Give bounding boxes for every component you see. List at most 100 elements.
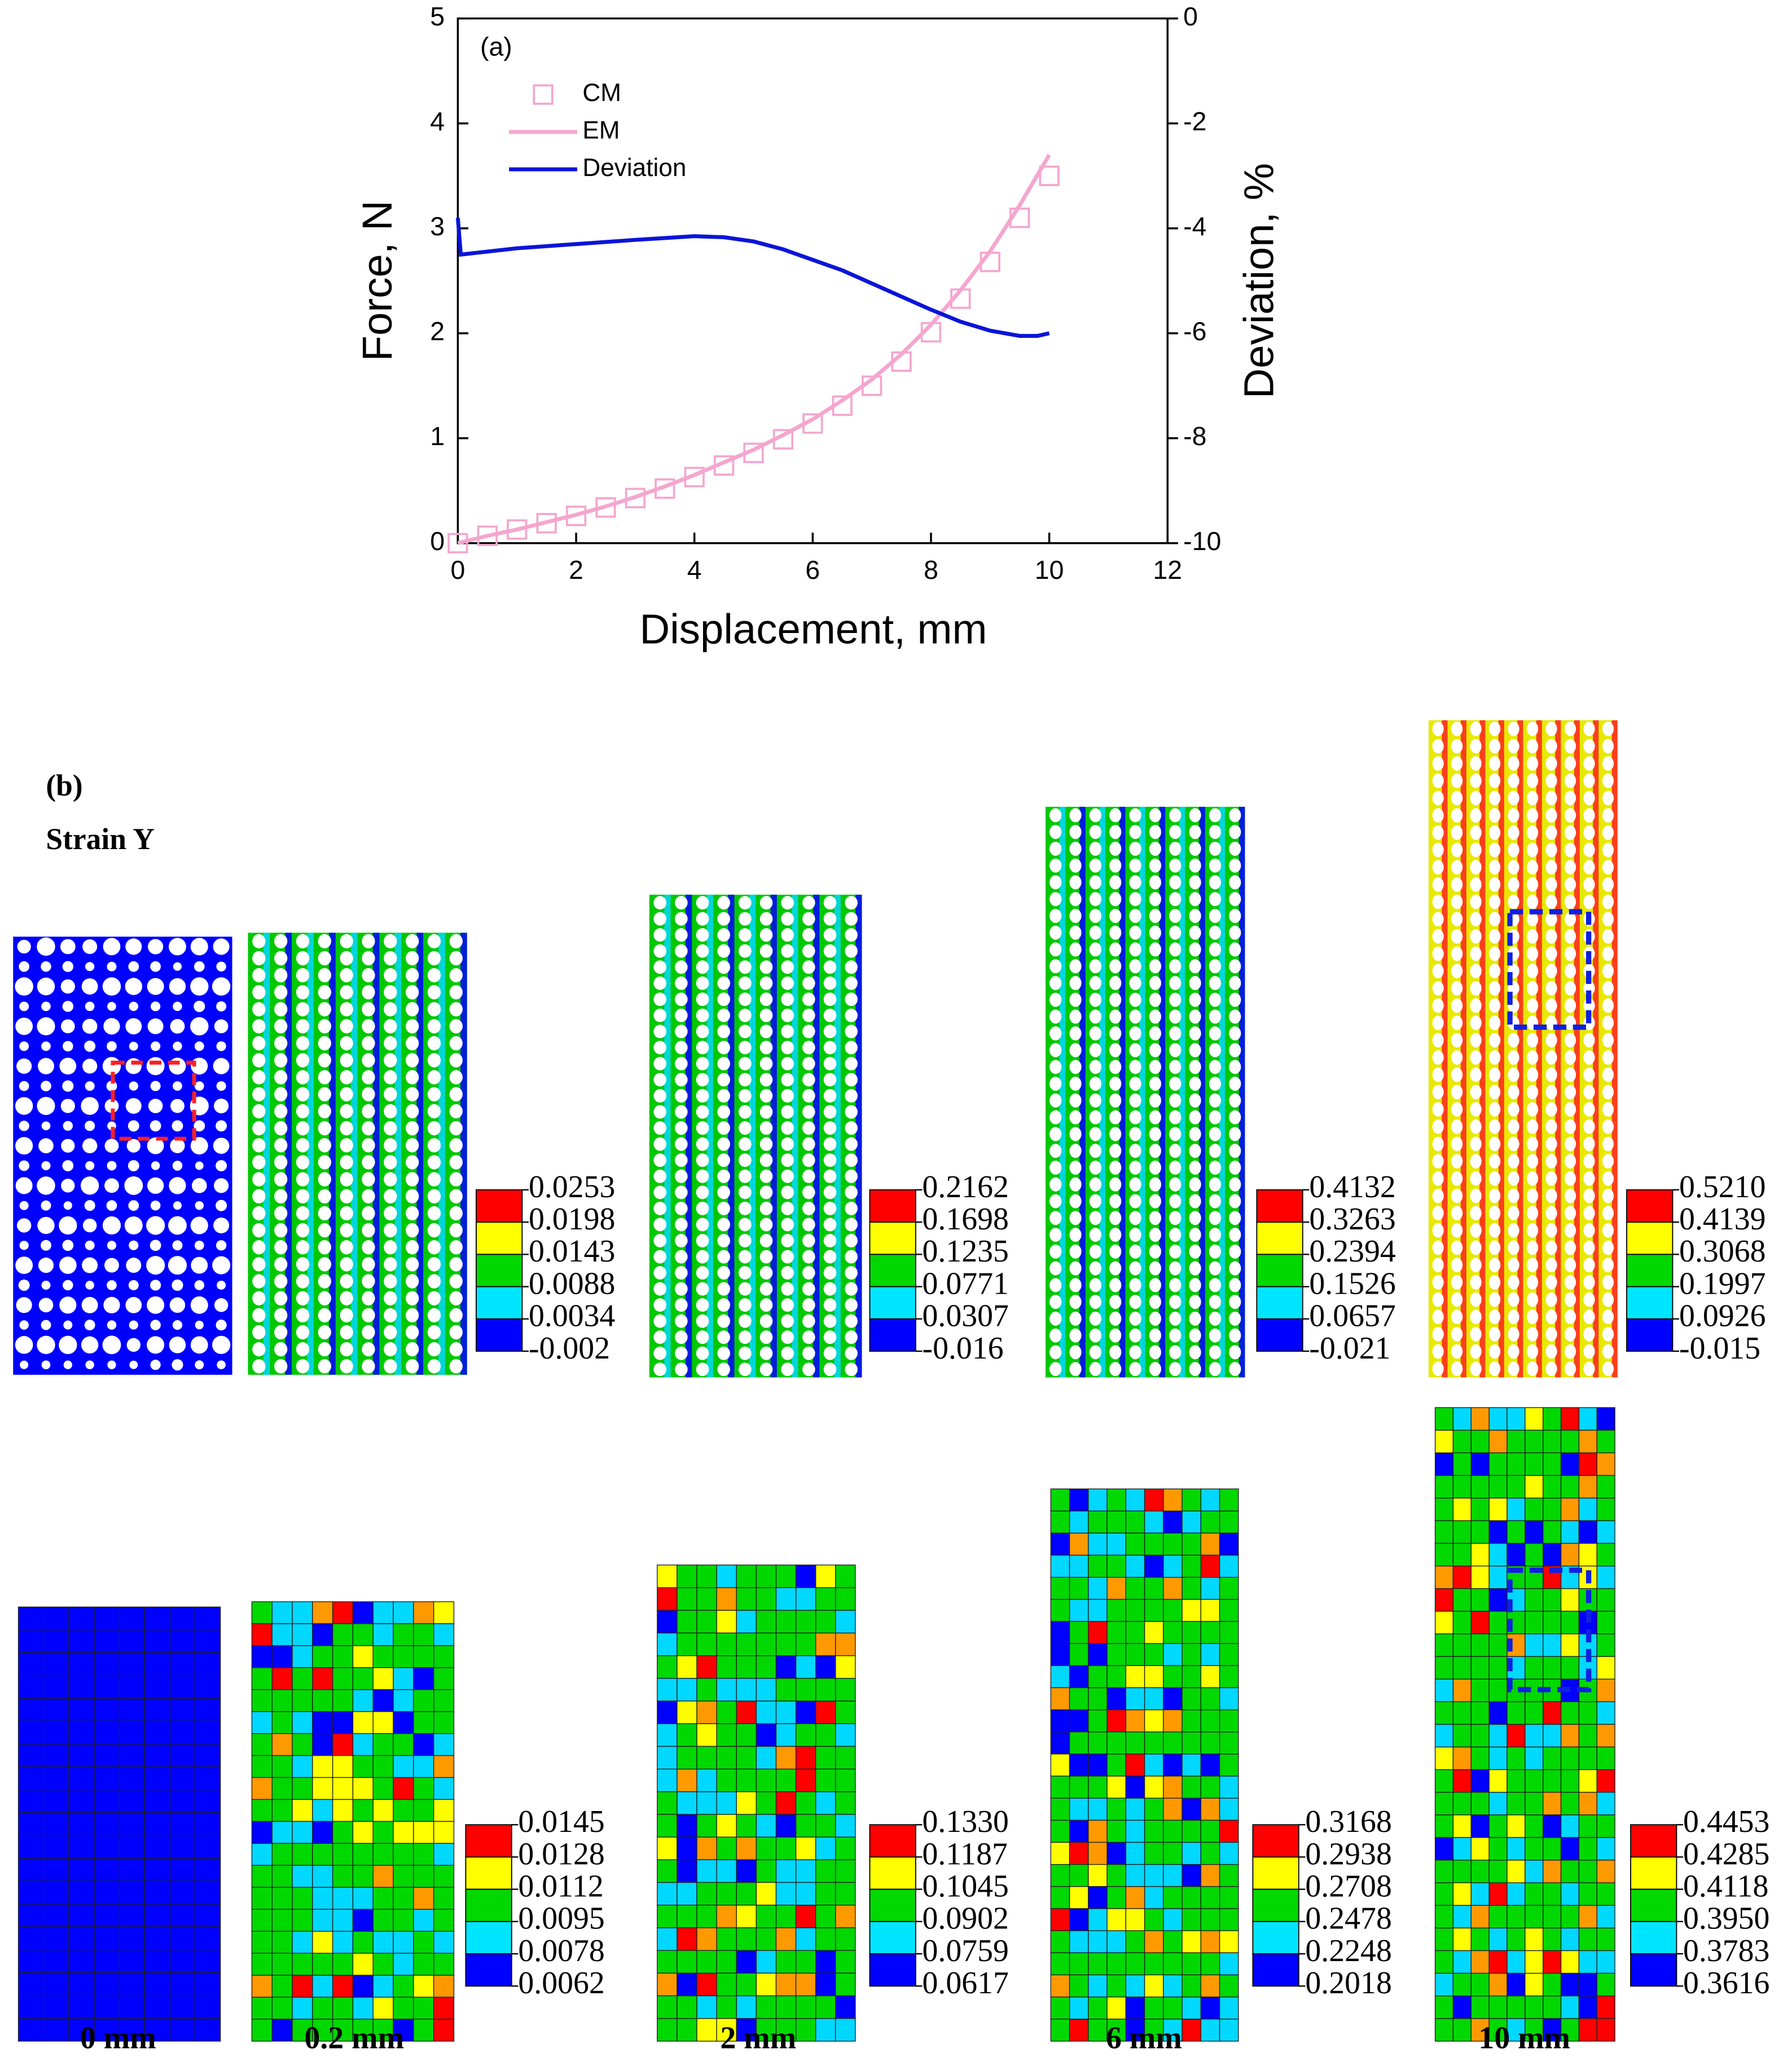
hole [1432, 1326, 1444, 1342]
hole [717, 912, 731, 926]
hole [802, 1153, 815, 1167]
hole [1129, 1311, 1141, 1326]
hole [1470, 1032, 1482, 1048]
mesh-cell [94, 1698, 120, 1722]
hole [1089, 1228, 1102, 1242]
mesh-cell [1163, 1510, 1183, 1534]
mesh-cell [1200, 1599, 1220, 1622]
hole [1489, 1188, 1501, 1203]
hole [1432, 1171, 1444, 1186]
hole [1489, 894, 1501, 909]
hole [427, 985, 441, 1000]
hole [1565, 1292, 1576, 1307]
hole [449, 985, 463, 1000]
hole [653, 1073, 667, 1087]
mesh-cell [413, 1887, 434, 1910]
hole [1432, 739, 1444, 754]
hole [1489, 825, 1501, 840]
hole [781, 1234, 794, 1248]
hole [1451, 981, 1463, 996]
mesh-cell [1144, 1665, 1164, 1689]
hole [1089, 1093, 1102, 1108]
hole [1149, 1311, 1162, 1326]
hole [1229, 1043, 1241, 1057]
mesh-cell [352, 1623, 374, 1646]
hole [1602, 808, 1614, 823]
hole [1602, 1119, 1614, 1134]
hole [427, 1002, 441, 1017]
hole [717, 1153, 731, 1167]
hole [1209, 1060, 1222, 1074]
mesh-cell [312, 1997, 333, 2020]
hole [1565, 1258, 1576, 1273]
mesh-cell [332, 1997, 354, 2020]
mesh-cell [795, 1723, 816, 1747]
hole [1470, 1258, 1482, 1273]
mesh-cell [1200, 1974, 1220, 1998]
hole [1451, 1223, 1463, 1238]
hole [1432, 1240, 1444, 1255]
hole [1565, 722, 1576, 736]
hole [128, 1200, 139, 1211]
hole [759, 1008, 773, 1022]
mesh-cell [169, 1743, 196, 1768]
mesh-cell [1069, 1665, 1089, 1689]
mesh-cell [1596, 1520, 1615, 1544]
hole [1527, 912, 1539, 927]
hole [1602, 722, 1614, 736]
hole [717, 1008, 731, 1022]
hole [802, 1105, 815, 1119]
hole [845, 944, 858, 958]
mesh-cell [1088, 1753, 1108, 1777]
hole [1470, 1326, 1482, 1342]
hole [1149, 1261, 1162, 1276]
hole [1565, 912, 1576, 927]
mesh-cell [1219, 1532, 1239, 1556]
mesh-cell [716, 2018, 737, 2042]
hole [1109, 1026, 1122, 1041]
hole [1169, 858, 1182, 873]
hole [802, 992, 815, 1006]
mesh-cell [1106, 1819, 1127, 1843]
hole [802, 1185, 815, 1199]
mesh-cell [118, 1743, 146, 1768]
mesh-cell [696, 1564, 717, 1588]
mesh-cell [657, 1610, 678, 1634]
hole [802, 1089, 815, 1103]
hole [252, 1342, 266, 1357]
hole [823, 1040, 837, 1054]
mesh-cell [1506, 1430, 1526, 1453]
hole [274, 1070, 288, 1085]
hole [759, 1314, 773, 1328]
mesh-cell [1596, 1972, 1615, 1997]
mesh-cell [835, 2018, 856, 2042]
hole [384, 1053, 397, 1067]
mesh-cell [372, 1931, 394, 1954]
mesh-cell [696, 1723, 717, 1747]
mesh-cell [1596, 1475, 1615, 1499]
colorbar-label: 0.4132 [1309, 1170, 1395, 1205]
mesh-cell [433, 1733, 455, 1756]
hole [296, 1359, 310, 1374]
map-stripe [263, 933, 270, 1375]
hole [449, 1342, 463, 1357]
hole [296, 1308, 310, 1322]
hole [1470, 894, 1482, 909]
hole [1451, 1240, 1463, 1255]
hole [1109, 808, 1122, 823]
hole [1527, 1258, 1539, 1273]
mesh-cell [312, 2019, 333, 2042]
hole [213, 1218, 230, 1234]
mesh-cell [1596, 1996, 1615, 2019]
hole [1069, 1127, 1082, 1141]
mesh-cell [17, 1880, 45, 1905]
mesh-cell [815, 1859, 836, 1883]
mesh-cell [1050, 1510, 1070, 1534]
mesh-cell [118, 1629, 146, 1654]
mesh-cell [1069, 1775, 1089, 1799]
hole [384, 968, 397, 983]
hole [1470, 1309, 1482, 1325]
mesh-cell [312, 1975, 333, 1998]
hole [1545, 1326, 1557, 1342]
hole [1129, 825, 1141, 839]
